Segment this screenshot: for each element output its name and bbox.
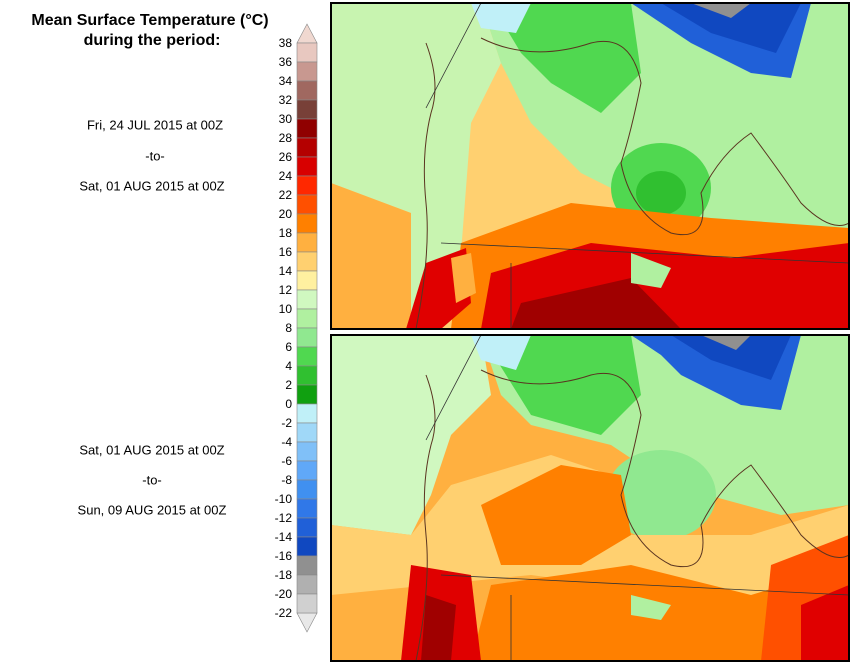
colorbar-tick-label: -12 xyxy=(275,511,293,525)
colorbar-tick-label: -8 xyxy=(281,473,292,487)
colorbar-bin xyxy=(296,137,318,158)
colorbar-bin xyxy=(296,479,318,500)
colorbar-bin xyxy=(296,460,318,481)
colorbar-bin xyxy=(296,498,318,519)
colorbar-tick-label: -20 xyxy=(275,587,293,601)
period-start: Fri, 24 JUL 2015 at 00Z xyxy=(87,117,223,132)
colorbar-bin xyxy=(296,555,318,576)
colorbar: 38363432302826242220181614121086420-2-4-… xyxy=(275,23,318,633)
subtitle: during the period: xyxy=(84,32,221,49)
colorbar-bin xyxy=(296,251,318,272)
colorbar-tick-label: -6 xyxy=(281,454,292,468)
colorbar-tick-label: -22 xyxy=(275,606,293,620)
colorbar-tick-label: 34 xyxy=(279,74,293,88)
colorbar-bin xyxy=(296,118,318,139)
colorbar-bin xyxy=(296,232,318,253)
colorbar-bin xyxy=(296,289,318,310)
colorbar-bin xyxy=(296,593,318,614)
colorbar-bin xyxy=(296,175,318,196)
colorbar-bin xyxy=(296,403,318,424)
period-end: Sat, 01 AUG 2015 at 00Z xyxy=(79,178,224,193)
colorbar-tick-label: -2 xyxy=(281,416,292,430)
colorbar-tick-label: 36 xyxy=(279,55,293,69)
colorbar-bin xyxy=(296,517,318,538)
colorbar-tick-label: 28 xyxy=(279,131,293,145)
colorbar-bin xyxy=(296,156,318,177)
colorbar-under xyxy=(296,612,318,633)
colorbar-tick-label: 16 xyxy=(279,245,293,259)
colorbar-bin xyxy=(296,270,318,291)
colorbar-bin xyxy=(296,384,318,405)
colorbar-over xyxy=(296,23,318,44)
colorbar-tick-label: 30 xyxy=(279,112,293,126)
period-sep: -to- xyxy=(145,148,165,163)
colorbar-bin xyxy=(296,327,318,348)
colorbar-tick-label: -16 xyxy=(275,549,293,563)
colorbar-bin xyxy=(296,422,318,443)
colorbar-bin xyxy=(296,308,318,329)
colorbar-bin xyxy=(296,194,318,215)
colorbar-tick-label: 0 xyxy=(285,397,292,411)
colorbar-bin xyxy=(296,42,318,63)
colorbar-bin xyxy=(296,574,318,595)
map xyxy=(330,2,850,330)
period-end: Sun, 09 AUG 2015 at 00Z xyxy=(78,502,227,517)
colorbar-bin xyxy=(296,80,318,101)
colorbar-tick-label: 4 xyxy=(285,359,292,373)
period-sep: -to- xyxy=(142,472,162,487)
colorbar-tick-label: 38 xyxy=(279,36,293,50)
colorbar-tick-label: 12 xyxy=(279,283,293,297)
colorbar-bin xyxy=(296,213,318,234)
colorbar-tick-label: 14 xyxy=(279,264,293,278)
colorbar-tick-label: 20 xyxy=(279,207,293,221)
colorbar-tick-label: -18 xyxy=(275,568,293,582)
colorbar-bin xyxy=(296,365,318,386)
period-start: Sat, 01 AUG 2015 at 00Z xyxy=(79,442,224,457)
colorbar-tick-label: 22 xyxy=(279,188,293,202)
title: Mean Surface Temperature (°C) xyxy=(31,12,268,29)
colorbar-tick-label: 26 xyxy=(279,150,293,164)
colorbar-tick-label: 2 xyxy=(285,378,292,392)
colorbar-bin xyxy=(296,536,318,557)
colorbar-tick-label: -10 xyxy=(275,492,293,506)
map xyxy=(330,334,850,662)
colorbar-tick-label: 10 xyxy=(279,302,293,316)
colorbar-bin xyxy=(296,61,318,82)
colorbar-tick-label: -14 xyxy=(275,530,293,544)
colorbar-bin xyxy=(296,99,318,120)
colorbar-tick-label: 6 xyxy=(285,340,292,354)
colorbar-tick-label: 18 xyxy=(279,226,293,240)
colorbar-bin xyxy=(296,346,318,367)
colorbar-tick-label: 32 xyxy=(279,93,293,107)
colorbar-bin xyxy=(296,441,318,462)
colorbar-tick-label: -4 xyxy=(281,435,292,449)
colorbar-tick-label: 8 xyxy=(285,321,292,335)
colorbar-tick-label: 24 xyxy=(279,169,293,183)
